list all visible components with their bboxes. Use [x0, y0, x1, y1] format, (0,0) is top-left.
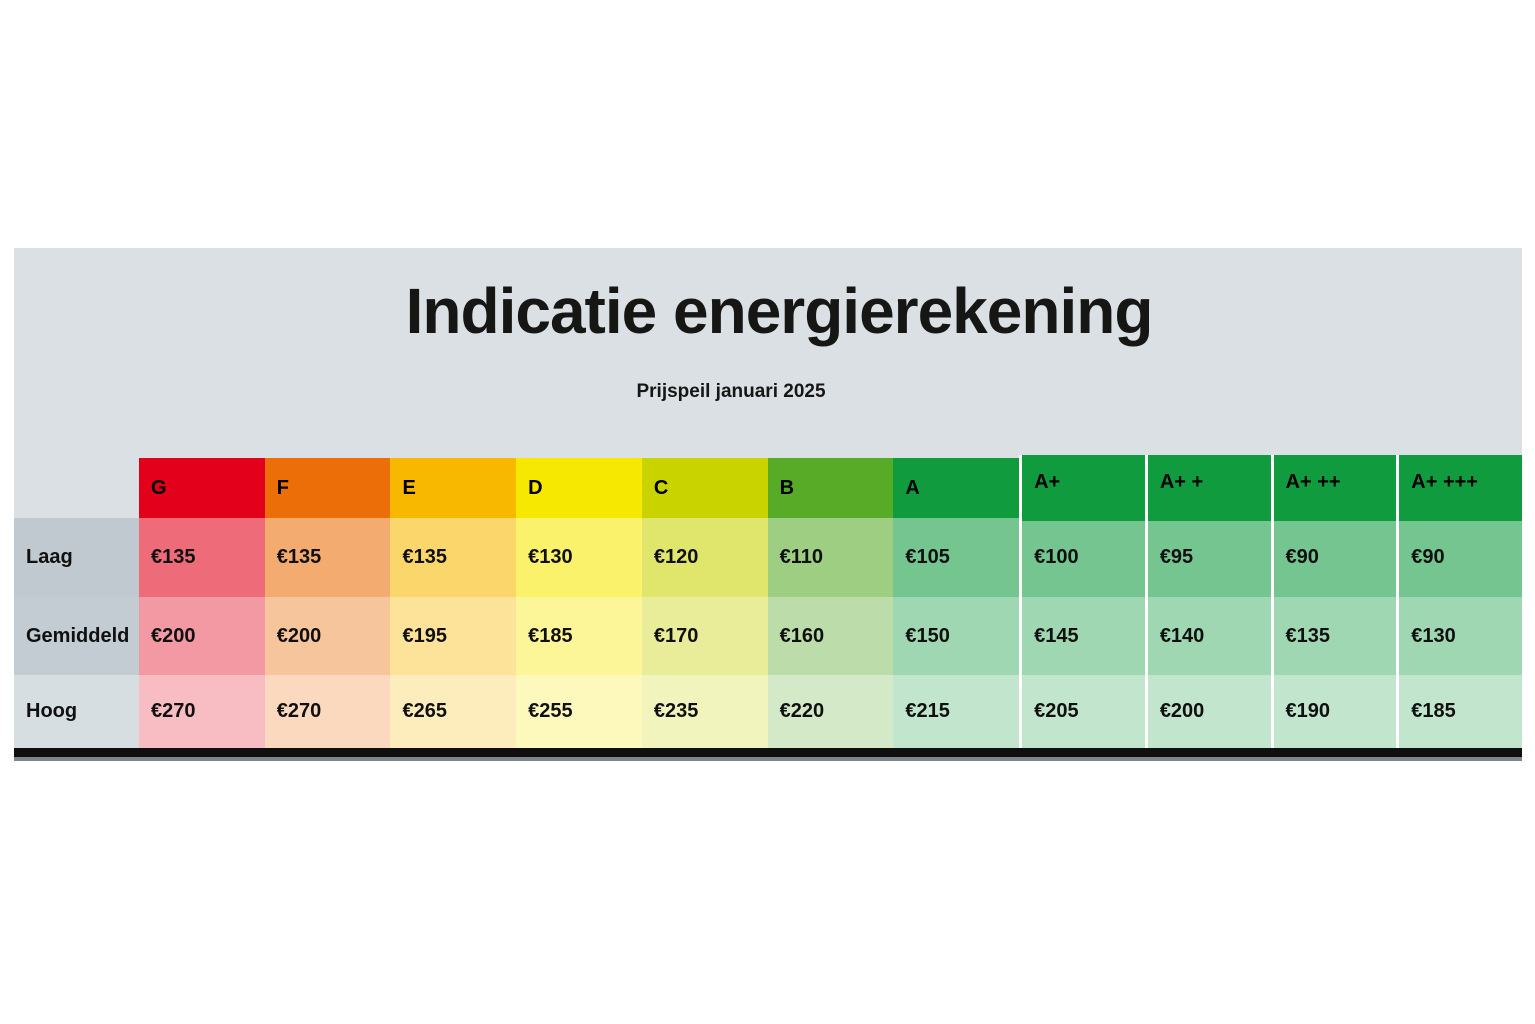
price-cell-hoog-a-plus-1: €200 [1144, 675, 1271, 748]
bottom-black-bar [14, 748, 1522, 757]
row-label-gemiddeld: Gemiddeld [14, 597, 139, 675]
corner-cell [14, 458, 139, 518]
price-cell-laag-b: €110 [767, 518, 894, 597]
price-cell-hoog-d: €255 [516, 675, 642, 748]
price-cell-laag-c: €120 [641, 518, 768, 597]
price-cell-laag-e: €135 [390, 518, 517, 597]
price-cell-laag-a: €105 [893, 518, 1020, 597]
column-header-d: D [516, 458, 642, 518]
row-label-hoog: Hoog [14, 675, 139, 748]
price-cell-gemiddeld-e: €195 [390, 597, 517, 675]
bottom-shadow-bar [14, 757, 1522, 761]
column-header-a: A [893, 458, 1020, 518]
column-header-e: E [390, 458, 517, 518]
energy-price-table: G F E D C B A A+ A+ + A+ ++ A+ +++ Laag … [14, 455, 1522, 748]
price-cell-gemiddeld-a-plus-3: €130 [1396, 597, 1522, 675]
price-cell-gemiddeld-c: €170 [641, 597, 768, 675]
price-cell-laag-a-plus: €100 [1019, 518, 1145, 597]
price-cell-gemiddeld-a-plus-1: €140 [1144, 597, 1271, 675]
price-cell-hoog-a-plus-2: €190 [1270, 675, 1397, 748]
price-cell-laag-d: €130 [516, 518, 642, 597]
column-header-g: G [139, 458, 265, 518]
price-cell-hoog-a-plus: €205 [1019, 675, 1145, 748]
price-cell-hoog-c: €235 [641, 675, 768, 748]
column-header-b: B [767, 458, 894, 518]
page-title: Indicatie energierekening [405, 275, 1154, 347]
column-header-a-plus-2: A+ ++ [1270, 455, 1397, 521]
column-header-c: C [641, 458, 768, 518]
page-subtitle: Prijspeil januari 2025 [636, 381, 826, 402]
price-cell-gemiddeld-f: €200 [264, 597, 391, 675]
column-header-f: F [264, 458, 391, 518]
price-cell-gemiddeld-d: €185 [516, 597, 642, 675]
price-cell-hoog-a: €215 [893, 675, 1020, 748]
column-header-a-plus: A+ [1019, 455, 1145, 521]
price-cell-gemiddeld-a-plus-2: €135 [1270, 597, 1397, 675]
price-cell-hoog-g: €270 [139, 675, 265, 748]
price-cell-hoog-e: €265 [390, 675, 517, 748]
price-cell-laag-a-plus-1: €95 [1144, 518, 1271, 597]
price-cell-hoog-f: €270 [264, 675, 391, 748]
column-header-a-plus-1: A+ + [1144, 455, 1271, 521]
panel: Indicatie energierekening Prijspeil janu… [14, 248, 1522, 748]
price-cell-hoog-a-plus-3: €185 [1396, 675, 1522, 748]
price-cell-hoog-b: €220 [767, 675, 894, 748]
price-cell-laag-a-plus-2: €90 [1270, 518, 1397, 597]
price-cell-laag-a-plus-3: €90 [1396, 518, 1522, 597]
column-header-a-plus-3: A+ +++ [1396, 455, 1522, 521]
price-cell-gemiddeld-b: €160 [767, 597, 894, 675]
price-cell-laag-g: €135 [139, 518, 265, 597]
row-label-laag: Laag [14, 518, 139, 597]
price-cell-laag-f: €135 [264, 518, 391, 597]
price-cell-gemiddeld-a-plus: €145 [1019, 597, 1145, 675]
price-cell-gemiddeld-a: €150 [893, 597, 1020, 675]
price-cell-gemiddeld-g: €200 [139, 597, 265, 675]
